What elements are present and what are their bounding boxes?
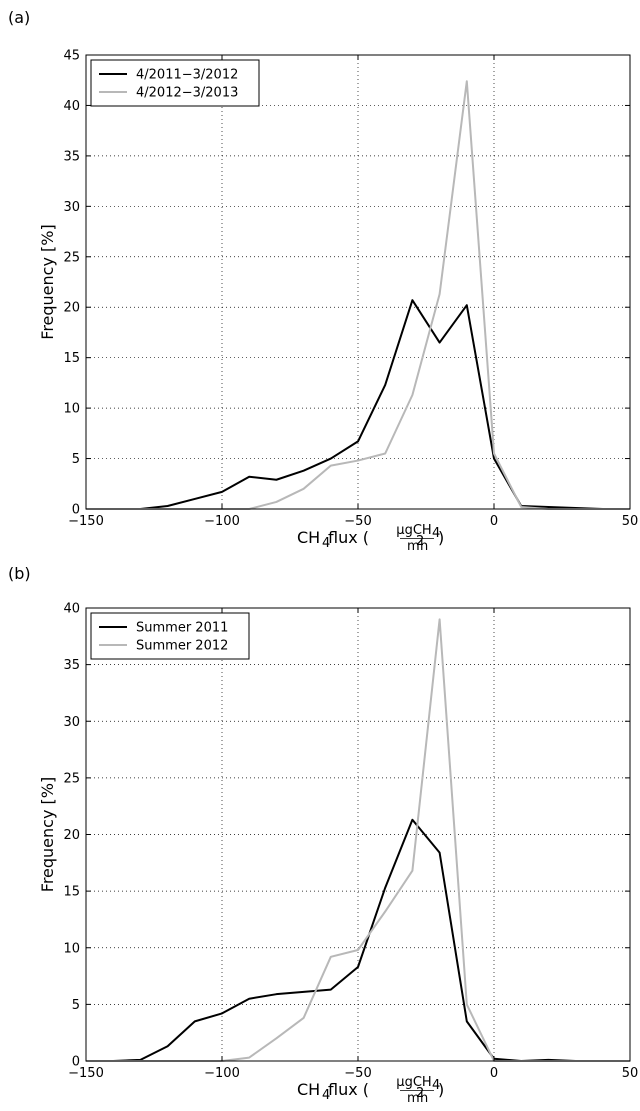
x-tick-label: 50 (622, 1066, 639, 1081)
x-tick-label: −150 (68, 1066, 104, 1081)
x-axis-label-numerator: μgCH (396, 523, 431, 538)
series-line-1 (86, 299, 630, 510)
x-tick-label: −100 (204, 514, 240, 529)
x-tick-label: 0 (490, 514, 498, 529)
x-axis-label-denominator-tail: h (420, 539, 428, 554)
x-tick-label: 50 (622, 514, 639, 529)
y-axis-label: Frequency [%] (38, 777, 57, 892)
x-tick-label: −50 (344, 1066, 371, 1081)
panel-label: (a) (8, 8, 30, 27)
legend-label: 4/2012−3/2013 (136, 86, 238, 101)
x-axis-label-denominator-sup: 2 (416, 1086, 424, 1101)
x-axis-label-denominator-tail: h (420, 1091, 428, 1106)
x-axis-label-close: ) (438, 1080, 444, 1099)
x-axis-label-sub: 4 (322, 1088, 330, 1103)
y-tick-label: 5 (72, 998, 80, 1013)
x-axis-label-flux: flux ( (328, 1080, 369, 1099)
x-axis-label-denominator: m (407, 1091, 420, 1106)
chart-panel-a: (a) −150 −100 −50 0 50 0 5 10 15 20 25 30 35 40 45 Frequ… (8, 8, 638, 554)
y-tick-label: 5 (72, 452, 80, 467)
y-axis-label: Frequency [%] (38, 224, 57, 339)
legend-label: Summer 2012 (136, 639, 228, 654)
y-tick-label: 25 (63, 771, 80, 786)
y-tick-label: 40 (63, 99, 80, 114)
legend-box (90, 59, 260, 107)
x-axis-label-numerator-sub: 4 (432, 526, 440, 541)
y-tick-label: 15 (63, 351, 80, 366)
y-tick-label: 10 (63, 941, 80, 956)
legend: 4/2011−3/2012 4/2012−3/2013 (90, 59, 260, 107)
x-axis-label-denominator-sup: 2 (416, 534, 424, 549)
x-axis-label-close: ) (438, 528, 444, 547)
y-tick-label: 40 (63, 602, 80, 617)
y-tick-label: 20 (63, 301, 80, 316)
y-tick-label: 25 (63, 250, 80, 265)
legend: Summer 2011 Summer 2012 (90, 612, 250, 660)
x-axis-label-numerator-sub: 4 (432, 1078, 440, 1093)
y-tick-label: 10 (63, 402, 80, 417)
y-tick-label: 35 (63, 658, 80, 673)
y-tick-label: 30 (63, 200, 80, 215)
y-tick-label: 35 (63, 149, 80, 164)
x-axis-label-ch: CH (297, 528, 320, 547)
legend-box (90, 612, 250, 660)
legend-label: Summer 2011 (136, 621, 228, 636)
y-tick-label: 20 (63, 828, 80, 843)
x-axis-label-sub: 4 (322, 536, 330, 551)
legend-label: 4/2011−3/2012 (136, 68, 238, 83)
x-tick-label: −50 (344, 514, 371, 529)
panel-label: (b) (8, 564, 31, 583)
x-tick-label: −150 (68, 514, 104, 529)
chart-panel-b: (b) −150 −100 −50 0 50 0 5 10 15 20 25 30 35 40 Frequen… (8, 564, 638, 1106)
y-tick-label: 15 (63, 885, 80, 900)
x-tick-label: 0 (490, 1066, 498, 1081)
x-tick-label: −100 (204, 1066, 240, 1081)
x-axis-label-denominator: m (407, 539, 420, 554)
x-axis-label-ch: CH (297, 1080, 320, 1099)
x-axis-label-flux: flux ( (328, 528, 369, 547)
y-tick-label: 45 (63, 49, 80, 64)
y-tick-label: 30 (63, 715, 80, 730)
x-axis-label-numerator: μgCH (396, 1075, 431, 1090)
y-tick-label: 0 (72, 1055, 80, 1070)
y-tick-label: 0 (72, 503, 80, 518)
